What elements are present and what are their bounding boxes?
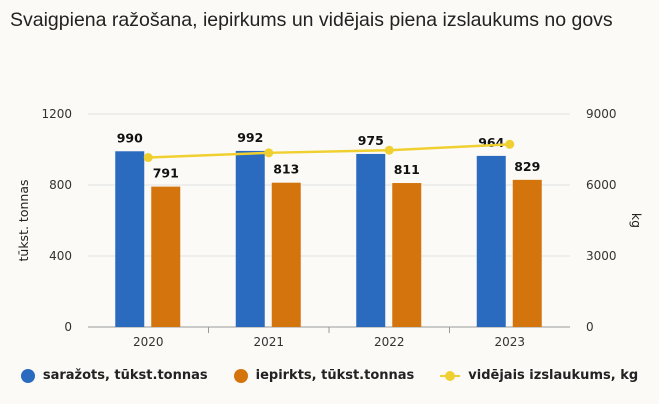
bar-purchased bbox=[271, 182, 301, 327]
legend-label: vidējais izslaukums, kg bbox=[468, 368, 639, 383]
line-point bbox=[505, 139, 515, 149]
line-point bbox=[384, 145, 394, 155]
bar-purchased bbox=[392, 183, 422, 327]
y-tick-label: 800 bbox=[49, 178, 72, 192]
x-tick-label: 2022 bbox=[374, 335, 405, 349]
data-label: 813 bbox=[273, 162, 299, 177]
legend-marker-icon bbox=[20, 368, 35, 383]
data-label: 992 bbox=[237, 130, 263, 145]
legend-item-purchased[interactable]: iepirkts, tūkst.tonnas bbox=[233, 368, 415, 383]
y2-tick-label: 9000 bbox=[586, 107, 617, 121]
data-label: 964 bbox=[478, 135, 504, 150]
x-tick-label: 2023 bbox=[494, 335, 525, 349]
legend: saražots, tūkst.tonnas iepirkts, tūkst.t… bbox=[0, 368, 659, 383]
y-tick-label: 1200 bbox=[41, 107, 72, 121]
y2-tick-label: 0 bbox=[586, 320, 594, 334]
legend-line-marker-icon bbox=[440, 369, 461, 383]
x-tick-label: 2021 bbox=[253, 335, 284, 349]
legend-label: saražots, tūkst.tonnas bbox=[42, 368, 208, 383]
y-tick-label: 0 bbox=[64, 320, 72, 334]
y2-axis-title: kg bbox=[629, 213, 644, 228]
line-point bbox=[143, 153, 153, 163]
bar-purchased bbox=[151, 186, 181, 327]
data-label: 811 bbox=[394, 162, 420, 177]
chart-title: Svaigpiena ražošana, iepirkums un vidēja… bbox=[10, 9, 613, 31]
line-yield bbox=[148, 143, 510, 159]
data-label: 975 bbox=[358, 133, 384, 148]
bar-purchased bbox=[512, 179, 542, 327]
bar-produced bbox=[115, 151, 145, 327]
y-axis-title: tūkst. tonnas bbox=[16, 180, 31, 262]
x-tick-label: 2020 bbox=[133, 335, 164, 349]
data-label: 829 bbox=[514, 159, 540, 174]
data-label: 791 bbox=[153, 166, 179, 181]
legend-label: iepirkts, tūkst.tonnas bbox=[255, 368, 415, 383]
line-point bbox=[264, 148, 274, 158]
legend-item-produced[interactable]: saražots, tūkst.tonnas bbox=[20, 368, 208, 383]
bar-produced bbox=[235, 150, 265, 327]
y2-tick-label: 6000 bbox=[586, 178, 617, 192]
legend-marker-icon bbox=[233, 368, 248, 383]
bar-produced bbox=[356, 153, 386, 327]
data-label: 990 bbox=[117, 130, 143, 145]
bar-produced bbox=[476, 155, 506, 327]
y2-tick-label: 3000 bbox=[586, 249, 617, 263]
legend-item-yield[interactable]: vidējais izslaukums, kg bbox=[440, 368, 638, 383]
y-tick-label: 400 bbox=[49, 249, 72, 263]
